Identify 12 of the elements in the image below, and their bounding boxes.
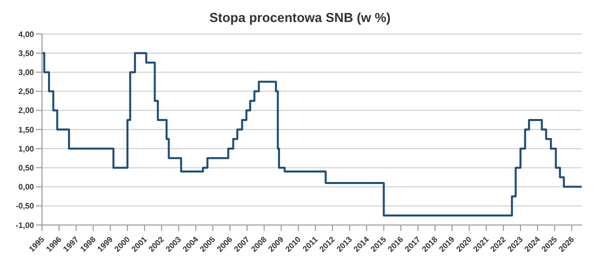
y-tick-label: 4,00 (18, 30, 35, 39)
y-tick-label: 0,50 (18, 164, 35, 173)
y-tick-label: -1,00 (16, 220, 35, 230)
y-tick-label: 3,00 (18, 68, 35, 78)
y-tick-label: 0,00 (18, 182, 35, 192)
chart-title: Stopa procentowa SNB (w %) (208, 9, 392, 27)
y-tick-label: 1,50 (18, 125, 35, 134)
y-tick-label: 2,50 (18, 87, 35, 96)
y-tick-label: -0,50 (16, 202, 35, 211)
y-tick-label: 3,50 (18, 48, 35, 58)
y-tick-label: 1,00 (18, 144, 35, 154)
y-tick-label: 2,00 (18, 106, 35, 116)
